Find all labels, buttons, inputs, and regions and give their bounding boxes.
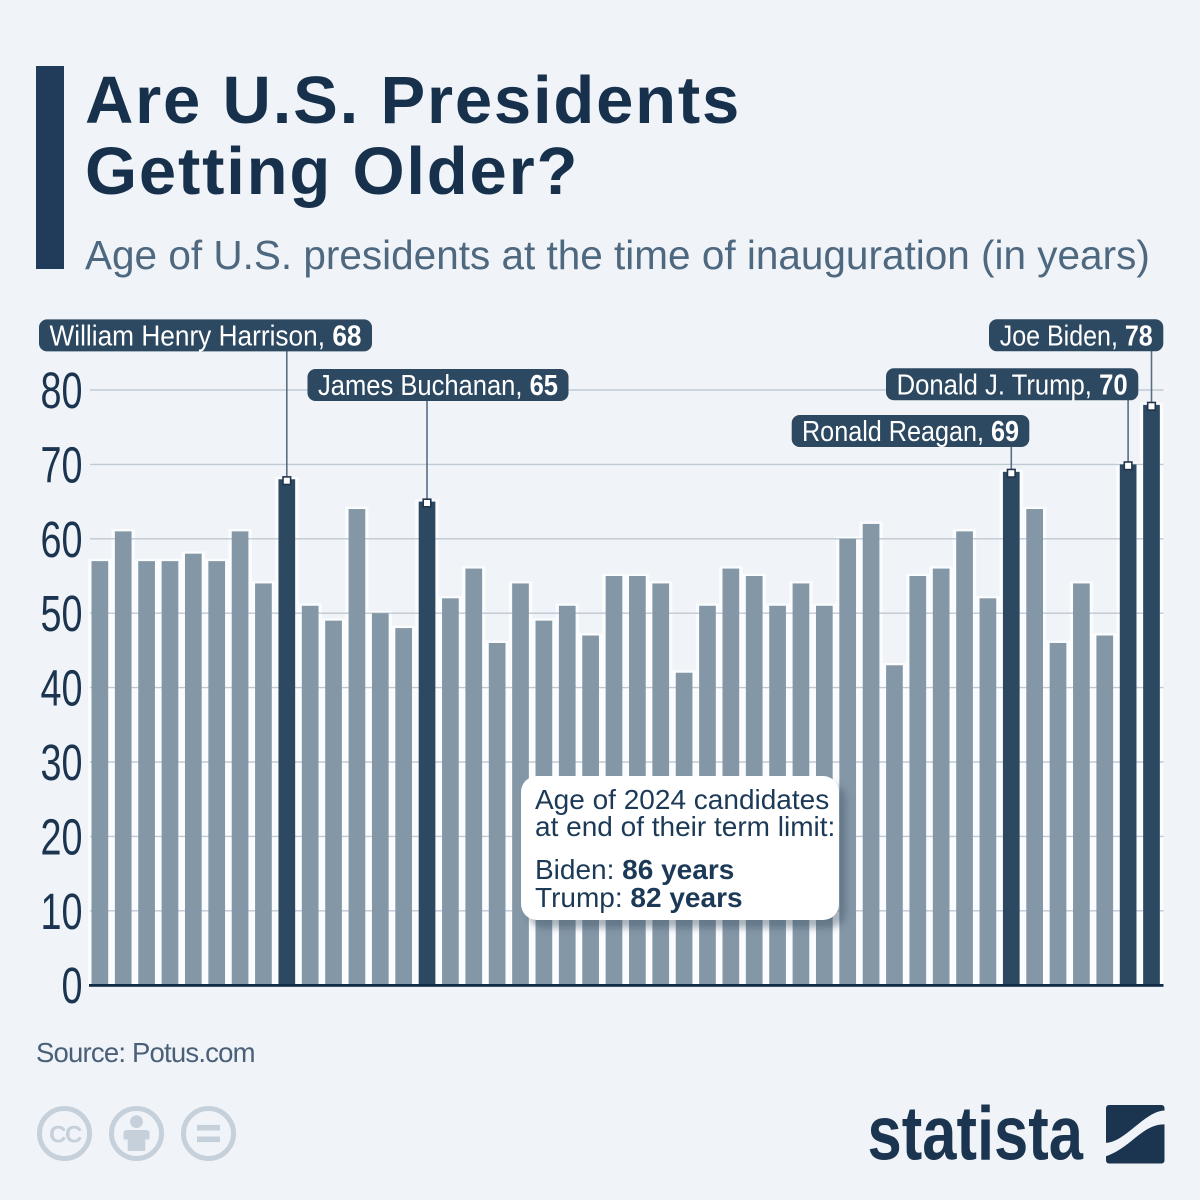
svg-text:Joe Biden, 78: Joe Biden, 78 — [1000, 320, 1153, 352]
svg-text:Donald J. Trump, 70: Donald J. Trump, 70 — [897, 369, 1128, 401]
svg-text:60: 60 — [41, 511, 83, 568]
svg-text:statista: statista — [868, 1092, 1084, 1171]
svg-text:James Buchanan, 65: James Buchanan, 65 — [318, 370, 558, 402]
svg-text:Ronald Reagan, 69: Ronald Reagan, 69 — [802, 416, 1019, 448]
svg-text:30: 30 — [41, 734, 83, 791]
svg-text:0: 0 — [62, 957, 83, 1014]
svg-text:William Henry Harrison, 68: William Henry Harrison, 68 — [50, 320, 362, 352]
svg-text:CC: CC — [49, 1121, 82, 1148]
svg-text:10: 10 — [41, 883, 83, 940]
svg-text:50: 50 — [41, 585, 83, 642]
svg-text:80: 80 — [41, 362, 83, 419]
svg-text:40: 40 — [41, 660, 83, 717]
svg-text:20: 20 — [41, 808, 83, 865]
svg-text:70: 70 — [41, 436, 83, 493]
